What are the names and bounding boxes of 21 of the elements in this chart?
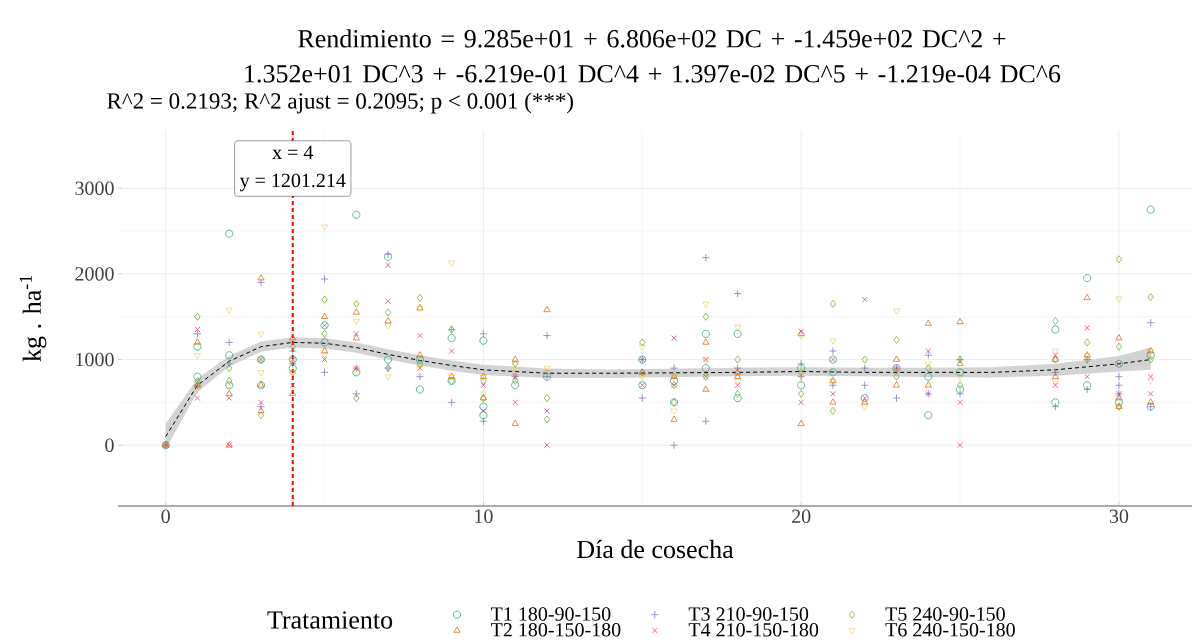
annotation: y = 1201.214: [239, 173, 346, 192]
y-axis-title: kg . ha$^{-1}$: [19, 275, 47, 362]
chart-subtitle: R^2 = 0.2193; R^2 ajust = 0.2095; p < 0.001 (***): [107, 92, 573, 114]
y-tick-label: 1000: [76, 352, 114, 367]
legend-label: T4 210-150-180: [688, 623, 819, 637]
legend-label: T6 240-150-180: [885, 623, 1015, 637]
x-tick-label: 30: [1109, 509, 1129, 524]
y-tick-label: 2000: [75, 267, 114, 281]
legend-title: Tratamiento: [267, 611, 393, 629]
annotation: x = 4: [272, 145, 314, 159]
x-axis-title: Día de cosecha: [577, 539, 734, 559]
y-tick-label: 0: [105, 438, 114, 452]
x-tick-label: 20: [792, 509, 811, 524]
chart-title: Rendimiento = 9.285e+01 + 6.806e+02 DC + -1.459e+02 DC^2 + 1.352e+01 DC^3 + -6.219e-01 DC^4 + 1.397e-02 DC^5 + -1.219e-04 DC^6: [245, 29, 1061, 83]
x-tick-label: 10: [475, 509, 493, 524]
legend-label: T2 180-150-180: [491, 623, 621, 637]
legend-label: T3 210-90-150: [688, 607, 809, 621]
legend-label: T1 180-90-150: [491, 607, 611, 621]
x-tick-label: 0: [161, 509, 170, 524]
y-tick-label: 3000: [75, 181, 114, 195]
legend-label: T5 240-90-150: [885, 607, 1005, 621]
